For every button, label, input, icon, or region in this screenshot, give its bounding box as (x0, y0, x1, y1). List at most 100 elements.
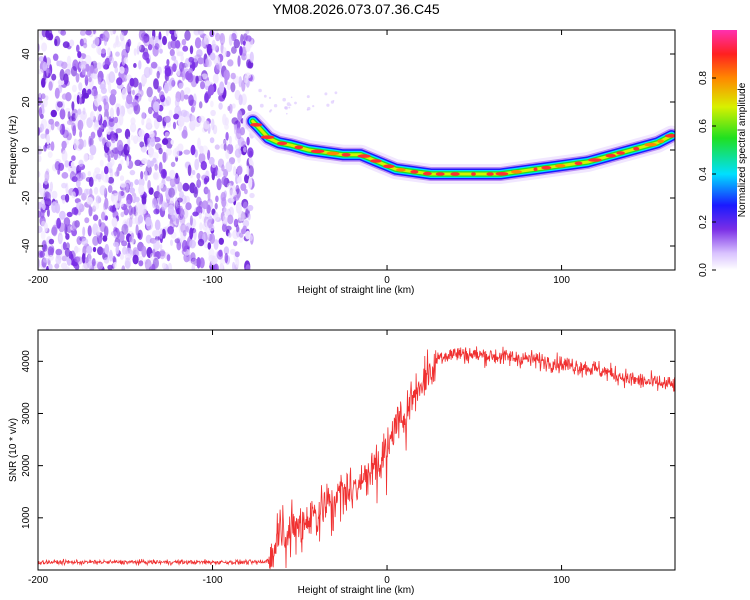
noise-blob (57, 123, 62, 131)
noise-blob (116, 139, 124, 152)
noise-blob (221, 207, 227, 213)
noise-blob (184, 87, 191, 95)
noise-blob (233, 194, 240, 201)
noise-blob (130, 117, 136, 125)
noise-blob (92, 246, 97, 253)
noise-blob (62, 241, 67, 251)
noise-blob (85, 30, 92, 36)
noise-blob (84, 55, 92, 65)
ridge-peak (450, 172, 460, 176)
noise-blob (65, 92, 72, 102)
ridge-peak (555, 164, 566, 168)
noise-blob (180, 54, 184, 62)
noise-blob (170, 139, 174, 145)
noise-blob (96, 226, 101, 236)
noise-blob (118, 231, 125, 243)
noise-blob (182, 45, 189, 52)
ridge-peak (370, 159, 382, 163)
noise-blob (113, 261, 117, 269)
noise-blob (104, 243, 110, 255)
noise-blob (213, 239, 219, 250)
noise-blob (234, 148, 242, 158)
ridge-peak (382, 164, 395, 169)
noise-blob (219, 262, 224, 270)
noise-blob (112, 255, 116, 264)
noise-blob (42, 257, 49, 263)
noise-blob (211, 118, 215, 131)
noise-blob (136, 45, 140, 55)
noise-blob (88, 154, 94, 161)
noise-blob (231, 103, 236, 109)
noise-blob (106, 141, 112, 148)
noise-blob (235, 202, 242, 214)
noise-blob (67, 165, 73, 172)
noise-blob (149, 35, 156, 45)
noise-blob (201, 200, 209, 210)
noise-blob (69, 39, 75, 47)
noise-blob (158, 91, 165, 100)
noise-blob (204, 80, 211, 86)
noise-blob (207, 149, 211, 161)
noise-blob (231, 117, 239, 125)
noise-blob (63, 217, 71, 227)
noise-blob (230, 82, 236, 93)
noise-blob (222, 47, 227, 58)
noise-blob (224, 252, 229, 264)
noise-blob (162, 35, 167, 46)
noise-blob (154, 163, 158, 171)
noise-blob (109, 56, 115, 63)
noise-blob (147, 44, 153, 51)
noise-blob (162, 152, 168, 162)
noise-blob (75, 140, 80, 146)
noise-blob (90, 111, 94, 120)
noise-blob (182, 182, 190, 192)
noise-blob (90, 131, 96, 139)
noise-blob (38, 155, 42, 163)
noise-blob (138, 177, 145, 187)
noise-blob (212, 73, 219, 84)
noise-blob (225, 161, 233, 173)
noise-blob (108, 118, 115, 127)
noise-blob (242, 220, 250, 227)
noise-blob (203, 120, 210, 130)
noise-blob (183, 149, 191, 155)
ridge-peak (396, 168, 406, 172)
noise-blob (233, 240, 238, 247)
noise-blob (110, 134, 117, 144)
noise-blob (241, 228, 246, 235)
noise-blob (84, 217, 90, 224)
noise-blob (93, 36, 100, 47)
noise-blob (88, 206, 93, 217)
noise-blob (210, 109, 216, 117)
ridge-peak (510, 170, 522, 174)
noise-blob (113, 226, 118, 237)
noise-blob (126, 156, 130, 167)
noise-blob (77, 108, 82, 115)
noise-blob (71, 84, 77, 93)
noise-blob (43, 144, 47, 152)
noise-blob (98, 219, 102, 227)
noise-blob (132, 254, 139, 265)
noise-blob (117, 163, 122, 171)
noise-speck (258, 88, 262, 93)
noise-blob (40, 230, 46, 240)
noise-blob (153, 78, 159, 90)
noise-blob (133, 48, 137, 56)
noise-blob (134, 215, 138, 225)
noise-speck (306, 95, 310, 99)
noise-speck (284, 106, 289, 110)
noise-blob (119, 175, 125, 182)
noise-blob (146, 159, 151, 168)
noise-speck (294, 101, 297, 105)
noise-blob (75, 202, 83, 210)
noise-blob (55, 254, 62, 265)
noise-blob (191, 258, 198, 267)
noise-blob (161, 262, 167, 269)
noise-blob (51, 73, 57, 81)
noise-blob (218, 102, 223, 110)
noise-blob (44, 198, 52, 207)
noise-blob (223, 143, 227, 151)
snr-xtick-label: 0 (384, 575, 390, 586)
noise-speck (270, 109, 273, 112)
